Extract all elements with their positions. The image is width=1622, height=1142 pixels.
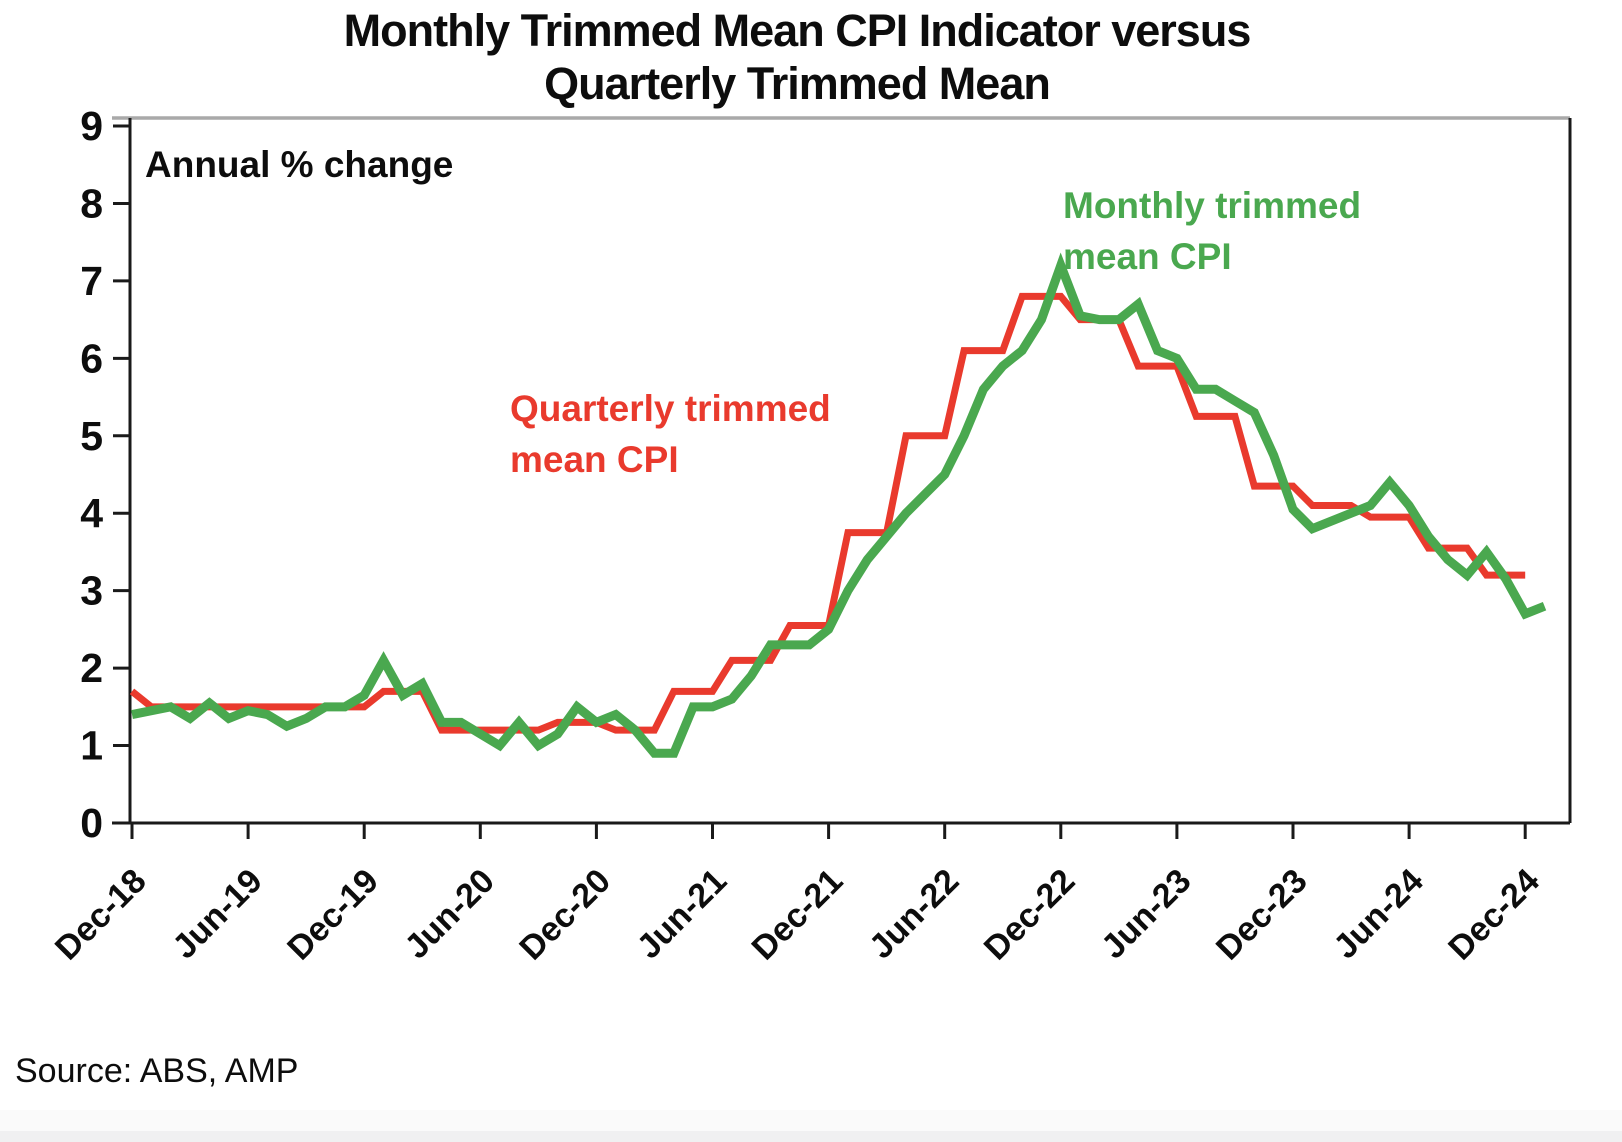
legend-quarterly-line2: mean CPI — [510, 439, 679, 481]
bottom-strip-dark — [0, 1131, 1622, 1142]
quarterly-trimmed-mean-line — [129, 292, 1526, 734]
y-tick-label: 7 — [80, 258, 103, 304]
x-tick-label: Jun-24 — [1326, 862, 1430, 966]
axis-units-annotation: Annual % change — [145, 144, 454, 185]
y-tick-label: 6 — [80, 335, 103, 381]
x-tick-label: Jun-19 — [165, 862, 269, 966]
source-attribution: Source: ABS, AMP — [15, 1052, 299, 1090]
x-tick-label: Dec-18 — [48, 862, 154, 968]
x-tick-label: Dec-23 — [1209, 862, 1315, 968]
x-tick-label: Jun-22 — [862, 862, 966, 966]
y-tick-label: 2 — [80, 645, 103, 691]
legend-monthly-trimmed-mean: Monthly trimmed mean CPI — [1063, 180, 1361, 282]
y-tick-label: 0 — [80, 800, 103, 846]
x-tick-label: Dec-21 — [745, 862, 851, 968]
x-tick-label: Dec-22 — [977, 862, 1083, 968]
y-tick-label: 8 — [80, 180, 103, 226]
x-tick-label: Dec-20 — [512, 862, 618, 968]
x-tick-label: Jun-20 — [398, 862, 502, 966]
chart-title-line1: Monthly Trimmed Mean CPI Indicator versu… — [343, 5, 1252, 56]
x-tick-label: Dec-19 — [280, 862, 386, 968]
x-tick-label: Jun-23 — [1094, 862, 1198, 966]
x-tick-label: Dec-24 — [1441, 862, 1547, 968]
legend-monthly-line2: mean CPI — [1063, 236, 1232, 278]
x-tick-label: Jun-21 — [630, 862, 734, 966]
legend-quarterly-trimmed-mean: Quarterly trimmed mean CPI — [510, 383, 831, 485]
chart-title-line2: Quarterly Trimmed Mean — [544, 58, 1051, 110]
y-tick-label: 9 — [80, 103, 103, 149]
y-tick-label: 5 — [80, 413, 103, 459]
y-tick-label: 3 — [80, 568, 103, 614]
chart-title: Monthly Trimmed Mean CPI Indicator versu… — [0, 4, 1594, 110]
legend-monthly-line1: Monthly trimmed — [1063, 185, 1362, 226]
legend-quarterly-line1: Quarterly trimmed — [510, 388, 831, 429]
y-tick-label: 1 — [80, 723, 103, 769]
monthly-trimmed-mean-line — [131, 252, 1547, 758]
y-tick-label: 4 — [80, 490, 103, 536]
